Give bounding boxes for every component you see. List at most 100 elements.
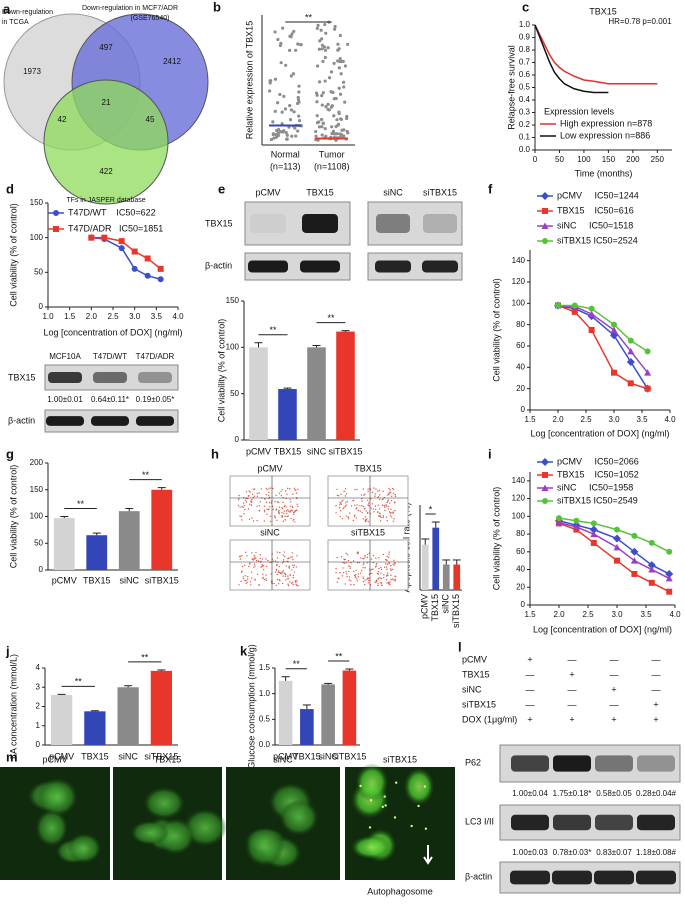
- flow-event: [297, 585, 299, 587]
- flow-event: [335, 505, 337, 507]
- flow-event: [357, 551, 360, 553]
- y-tick-label: 40: [516, 565, 525, 574]
- marker: [131, 248, 138, 255]
- y-tick-label: 120: [512, 277, 526, 286]
- venn-count: 2412: [163, 57, 181, 66]
- panel-letter: l: [458, 639, 462, 654]
- flow-event: [387, 574, 389, 577]
- flow-event: [281, 488, 283, 491]
- cell: [37, 777, 79, 817]
- sample-dot: [297, 100, 301, 104]
- flow-event: [395, 575, 397, 578]
- sample-dot: [268, 89, 272, 93]
- flow-event: [370, 507, 372, 509]
- sample-dot: [338, 33, 342, 38]
- flow-event: [275, 494, 277, 497]
- blot-band: [93, 372, 127, 383]
- flow-event: [287, 575, 289, 577]
- sample-dot: [335, 118, 339, 122]
- flow-event: [362, 564, 364, 566]
- marker: [571, 302, 578, 309]
- flow-event: [370, 558, 373, 560]
- flow-event: [275, 508, 278, 511]
- condition-mark: +: [653, 714, 658, 724]
- flow-event: [290, 517, 292, 520]
- flow-event: [358, 561, 360, 564]
- bar: [342, 670, 357, 745]
- flow-event: [265, 493, 267, 496]
- legend-label: siNC IC50=1518: [557, 220, 633, 230]
- flow-event: [382, 504, 384, 507]
- blot-band: [595, 814, 633, 831]
- y-tick-label: 0.5: [259, 714, 271, 723]
- flow-event: [256, 573, 259, 575]
- flow-event: [284, 573, 287, 576]
- flow-event: [388, 487, 390, 490]
- flow-event: [261, 565, 264, 567]
- flow-event: [380, 516, 382, 519]
- sample-dot: [293, 126, 297, 130]
- cell: [67, 833, 102, 864]
- flow-event: [342, 572, 345, 574]
- flow-event: [275, 569, 278, 571]
- x-tick-label: 1.5: [524, 415, 536, 424]
- sample-dot: [289, 108, 294, 112]
- flow-event: [268, 491, 270, 494]
- sample-dot: [279, 61, 283, 65]
- flow-event: [392, 511, 394, 513]
- flow-event: [394, 562, 396, 564]
- flow-event: [386, 519, 388, 522]
- flow-event: [342, 499, 344, 501]
- flow-event: [372, 568, 374, 570]
- flow-event: [247, 508, 250, 510]
- flow-event: [251, 577, 253, 579]
- flow-event: [377, 583, 379, 585]
- flow-event: [389, 512, 392, 514]
- flow-event: [391, 568, 394, 571]
- y-tick-label: 0.6: [519, 70, 531, 79]
- flow-event: [352, 570, 355, 572]
- flow-event: [262, 573, 264, 575]
- flow-event: [375, 565, 377, 567]
- flow-event: [292, 583, 294, 586]
- sample-dot: [317, 120, 321, 124]
- y-tick-label: 2: [36, 702, 41, 711]
- flow-event: [368, 552, 371, 554]
- flow-event: [262, 568, 265, 571]
- flow-event: [386, 582, 388, 584]
- cell: [403, 767, 435, 806]
- marker: [644, 369, 652, 376]
- sample-dot: [342, 85, 346, 89]
- flow-event: [282, 570, 284, 572]
- flow-event: [336, 488, 338, 491]
- flow-event: [335, 571, 337, 574]
- flow-event: [289, 581, 291, 583]
- legend-title: Expression levels: [544, 106, 615, 116]
- flow-label: siTBX15: [351, 527, 385, 537]
- flow-event: [265, 578, 267, 580]
- blot-band: [510, 870, 550, 885]
- sample-dot: [294, 134, 298, 138]
- flow-event: [242, 576, 244, 578]
- flow-event: [361, 498, 363, 500]
- flow-event: [272, 487, 274, 490]
- flow-event: [360, 494, 363, 496]
- flow-event: [367, 582, 370, 584]
- condition-mark: —: [652, 684, 661, 694]
- marker: [573, 517, 580, 524]
- flow-event: [295, 583, 297, 586]
- flow-event: [292, 493, 294, 495]
- venn-count: 45: [146, 115, 155, 124]
- sample-dot: [276, 131, 281, 135]
- y-tick-label: 1.0: [259, 689, 271, 698]
- flow-event: [278, 571, 281, 574]
- significance-label: **: [327, 313, 335, 323]
- flow-event: [252, 520, 255, 522]
- condition-mark: —: [610, 699, 619, 709]
- flow-event: [284, 515, 286, 517]
- y-axis-label: Relapse-free survival: [506, 45, 516, 130]
- flow-event: [364, 579, 366, 581]
- sample-dot: [292, 110, 296, 114]
- bar: [84, 711, 106, 745]
- legend-label: TBX15 IC50=616: [557, 205, 634, 215]
